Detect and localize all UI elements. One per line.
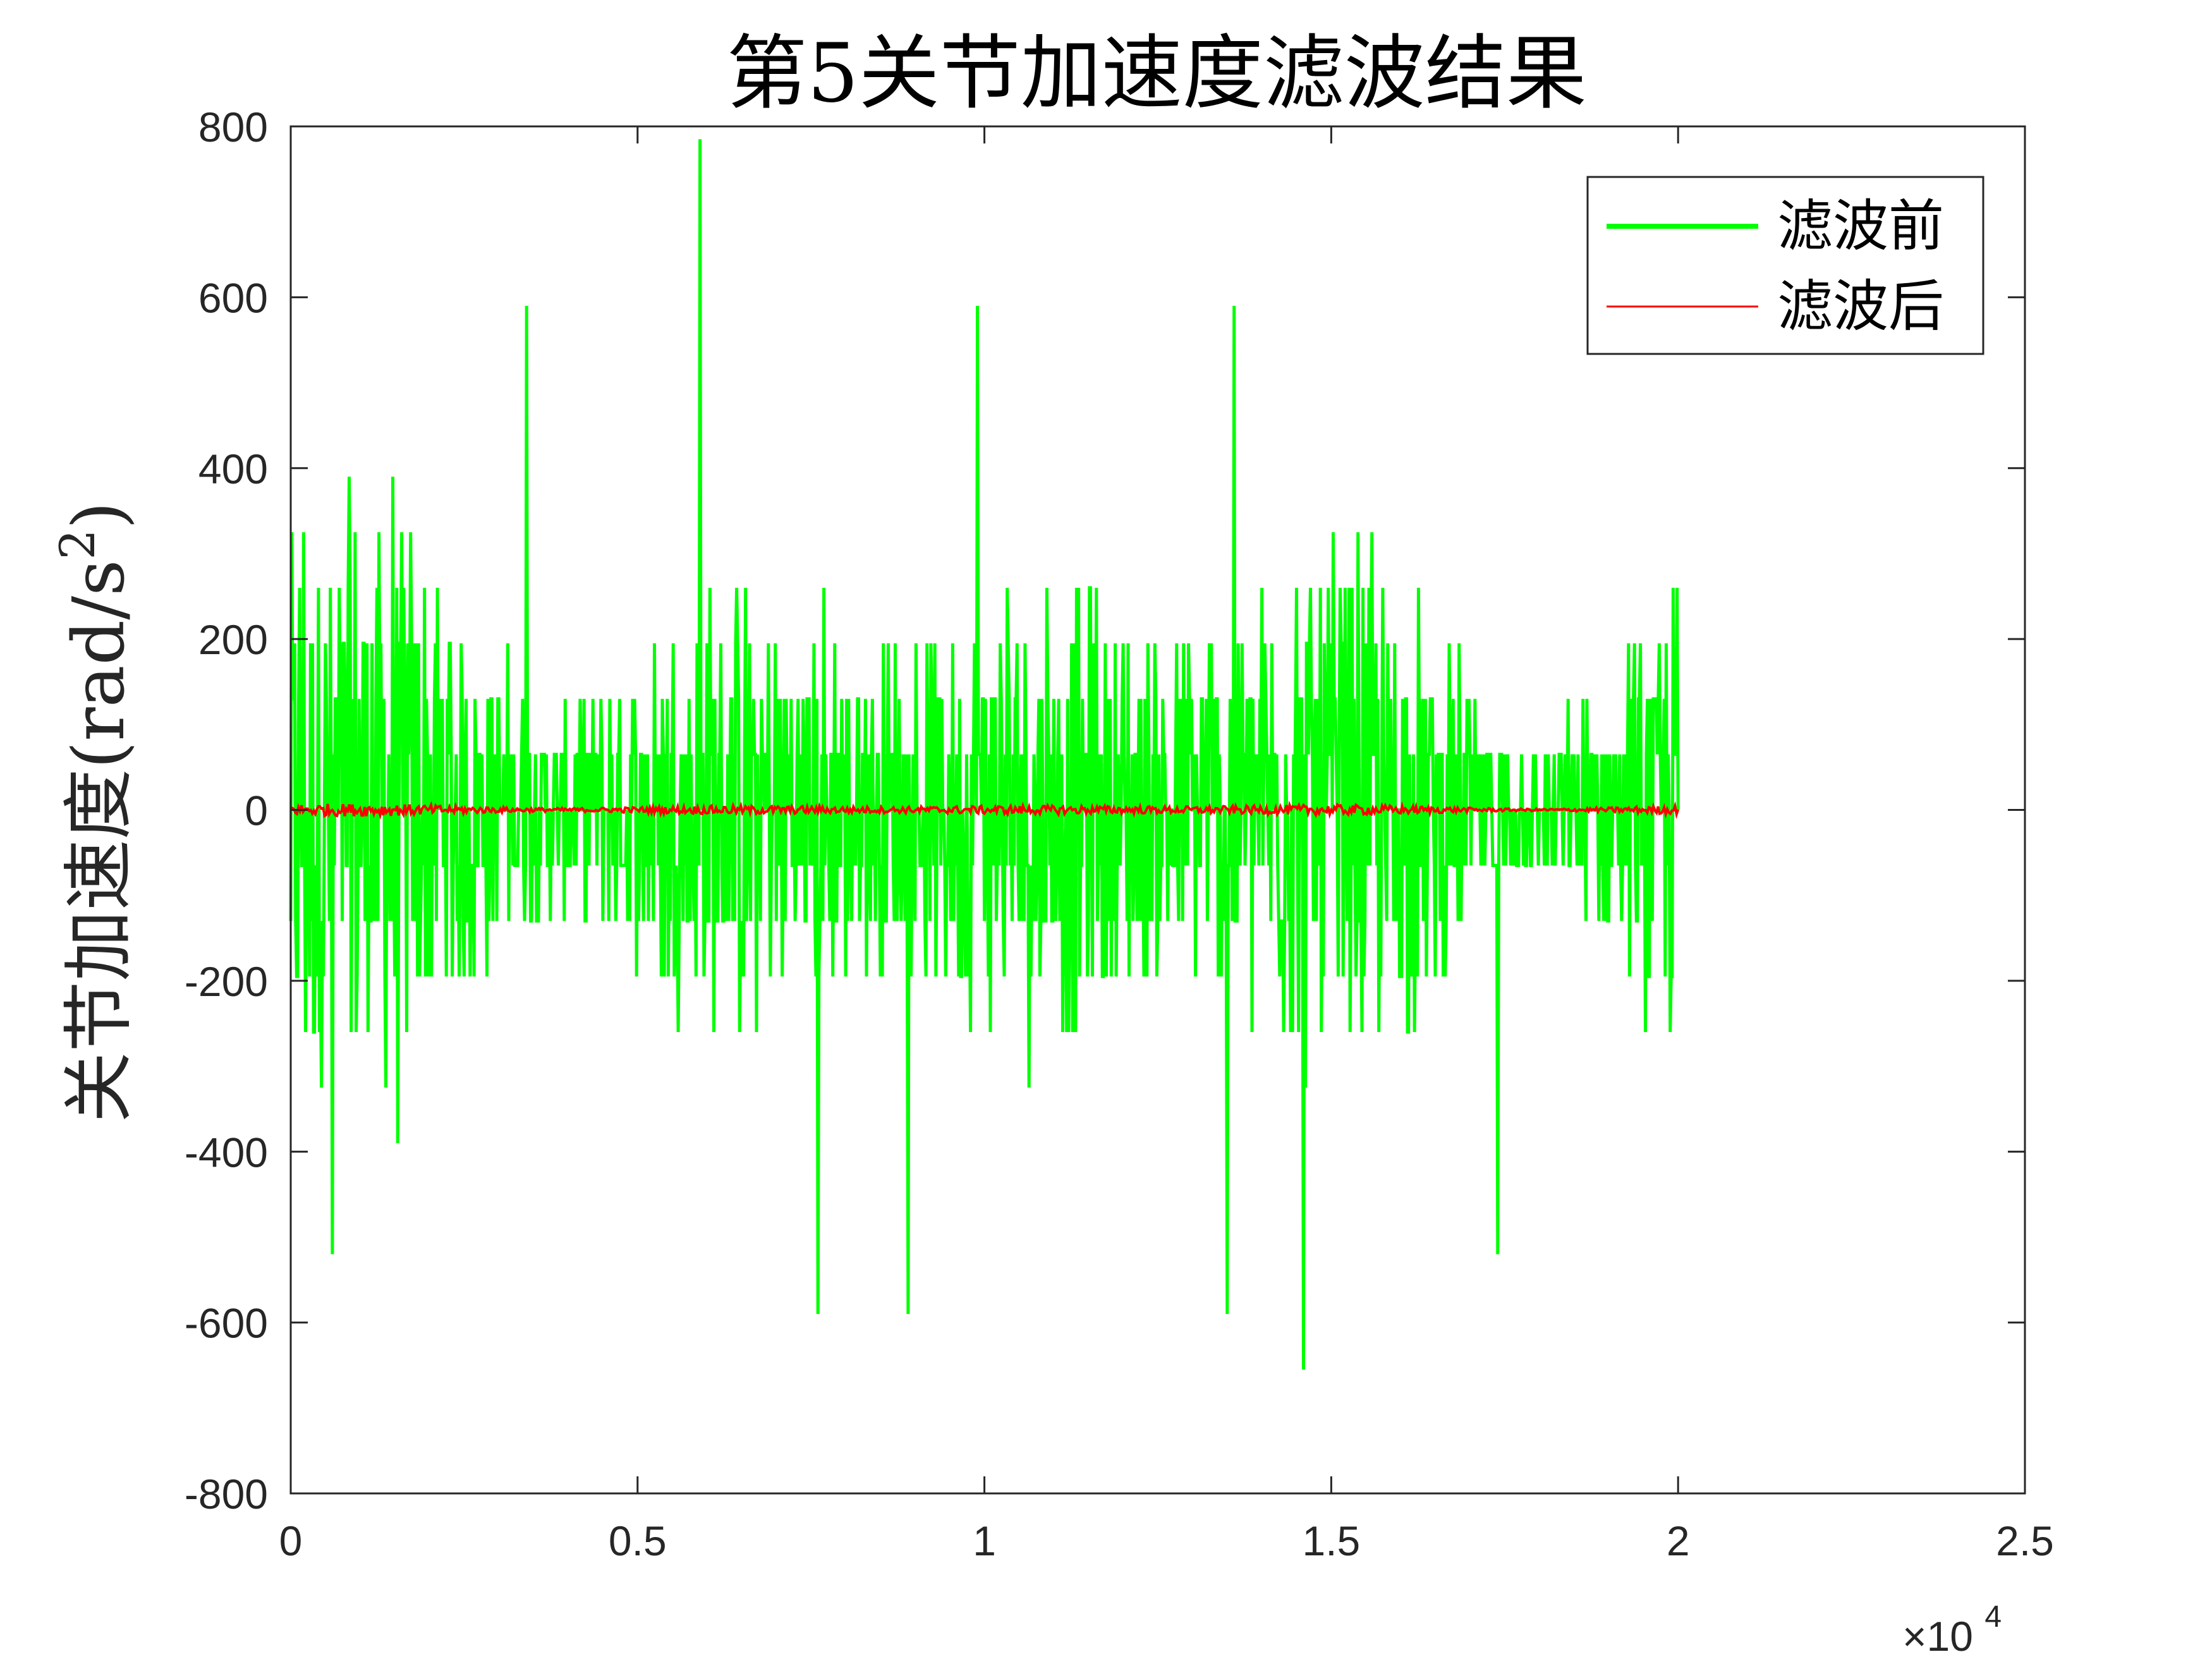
y-tick-label: -400 bbox=[185, 1129, 268, 1176]
y-axis-label: 关节加速度(rad/s2) bbox=[49, 502, 140, 1123]
x-tick-label: 1.5 bbox=[1303, 1517, 1361, 1564]
y-axis-label-main: 关节加速度(rad/s bbox=[58, 560, 140, 1123]
y-tick-label: 600 bbox=[198, 274, 268, 321]
y-tick-label: -600 bbox=[185, 1300, 268, 1347]
tick-labels: 0 0.5 1 1.5 2 2.5 -800 -600 -400 -200 0 200 400 600 80… bbox=[185, 104, 2054, 1564]
x-tick-label: 0.5 bbox=[609, 1517, 667, 1564]
x-exponent-power: 4 bbox=[1984, 1600, 2002, 1634]
x-tick-label: 0 bbox=[279, 1517, 303, 1564]
y-axis-label-close: ) bbox=[58, 502, 140, 530]
y-tick-label: 400 bbox=[198, 446, 268, 492]
y-axis-label-sup: 2 bbox=[49, 529, 106, 559]
chart-title: 第5关节加速度滤波结果 bbox=[726, 27, 1586, 121]
series-after-filter-line bbox=[290, 800, 1680, 820]
legend: 滤波前 滤波后 bbox=[1586, 176, 1984, 355]
legend-label-after: 滤波后 bbox=[1777, 274, 1944, 339]
x-tick-label: 1 bbox=[973, 1517, 996, 1564]
y-tick-label: 0 bbox=[245, 787, 268, 834]
x-exponent-base: ×10 bbox=[1902, 1613, 1973, 1659]
y-tick-label: 200 bbox=[198, 616, 268, 663]
x-tick-label: 2 bbox=[1667, 1517, 1690, 1564]
axes-layer bbox=[289, 125, 2026, 1495]
x-tick-label: 2.5 bbox=[1996, 1517, 2054, 1564]
legend-label-before: 滤波前 bbox=[1777, 193, 1944, 258]
series-layer bbox=[289, 139, 1680, 1370]
x-exponent-label: ×10 4 bbox=[1902, 1600, 2002, 1659]
legend-box bbox=[1586, 176, 1984, 355]
y-tick-label: -800 bbox=[185, 1471, 268, 1517]
y-tick-label: -200 bbox=[185, 958, 268, 1005]
y-tick-label: 800 bbox=[198, 104, 268, 150]
